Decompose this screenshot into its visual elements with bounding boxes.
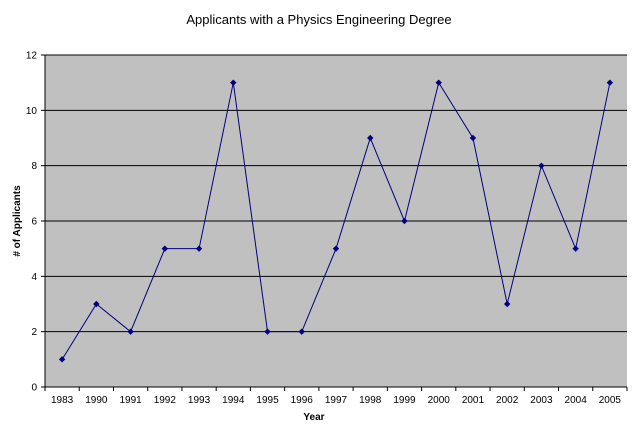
x-tick-label: 1996 (291, 395, 314, 406)
data-point (606, 79, 614, 86)
x-tick-label: 2000 (428, 395, 451, 406)
data-point (264, 328, 271, 335)
x-tick-label: 2002 (496, 395, 519, 406)
data-point (367, 134, 374, 142)
data-point (161, 245, 169, 252)
x-tick-label: 1991 (119, 395, 142, 406)
x-tick-label: 1998 (359, 395, 382, 406)
x-tick-label: 2003 (530, 395, 553, 406)
x-tick-label: 1993 (188, 395, 211, 406)
y-axis-label: # of Applicants (12, 185, 23, 257)
data-point (401, 217, 408, 225)
series-group (58, 79, 614, 363)
x-axis-label: Year (303, 412, 324, 423)
x-tick-label: 1999 (393, 395, 416, 406)
data-point (503, 300, 511, 308)
x-tick-label: 1990 (85, 395, 108, 406)
x-axis-ticks: 1983 1990 1991 1992 1993 1994 1995 1996 1997 1998… (44, 387, 628, 406)
x-tick-label: 1992 (154, 395, 177, 406)
y-tick-label: 0 (31, 383, 37, 394)
data-point (332, 245, 340, 252)
data-point (572, 245, 579, 252)
data-point (298, 328, 305, 335)
x-tick-label: 1983 (51, 395, 74, 406)
x-tick-label: 1995 (256, 395, 279, 406)
data-point (127, 328, 134, 335)
x-tick-label: 2005 (599, 395, 622, 406)
y-axis-ticks: 0 2 4 6 8 10 12 (26, 51, 45, 394)
y-tick-label: 12 (26, 51, 38, 62)
x-tick-label: 2001 (462, 395, 485, 406)
data-point (58, 356, 66, 363)
data-point (93, 300, 100, 308)
data-point (538, 162, 545, 169)
gridlines (45, 54, 627, 333)
x-tick-label: 1994 (222, 395, 245, 406)
y-tick-label: 8 (31, 161, 37, 172)
data-point (230, 79, 237, 86)
y-tick-label: 4 (31, 272, 37, 283)
x-tick-label: 1997 (325, 395, 348, 406)
data-point (469, 134, 477, 142)
x-tick-label: 2004 (565, 395, 588, 406)
chart-title: Applicants with a Physics Engineering De… (186, 12, 451, 27)
data-point (435, 79, 442, 86)
y-tick-label: 10 (26, 106, 38, 117)
y-tick-label: 6 (31, 217, 37, 228)
data-point (195, 245, 203, 252)
y-tick-label: 2 (31, 327, 37, 338)
